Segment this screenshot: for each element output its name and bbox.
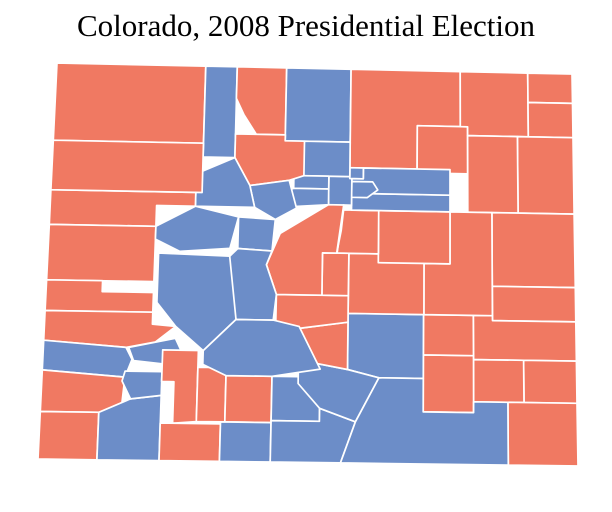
county-prowers [522,359,578,405]
county-las-animas [339,376,510,466]
county-montezuma [37,410,100,461]
county-phillips [527,101,574,139]
county-teller [321,252,350,297]
county-kiowa [472,314,578,362]
county-sedgwick [526,72,574,105]
county-rio-grande [223,374,273,424]
county-elbert [377,209,451,265]
county-san-juan [121,370,163,400]
county-conejos [218,421,272,463]
map-title: Colorado, 2008 Presidential Election [76,8,536,43]
county-rio-blanco [50,139,205,194]
county-baca [507,401,579,467]
county-washington [466,134,519,214]
county-hinsdale [160,349,200,425]
county-yuma [516,135,575,215]
county-broomfield [348,166,365,180]
county-boulder [296,140,352,178]
county-morgan [416,124,469,175]
county-lake [236,216,277,252]
county-moffat [52,62,207,145]
county-saguache [201,318,322,378]
county-routt [202,65,239,159]
county-summit [249,179,298,221]
county-cheyenne [491,285,577,323]
county-mesa [45,223,157,283]
county-kit-carson [491,211,577,289]
county-delta [44,278,155,314]
county-larimer [284,67,352,143]
county-douglas [335,209,380,255]
county-otero [422,354,475,414]
county-crowley [422,313,475,357]
county-pueblo [346,312,425,380]
county-archuleta [158,422,222,463]
county-pitkin [154,205,240,253]
county-jackson [235,65,288,136]
county-mineral [195,366,228,423]
county-chaffee [228,247,278,321]
county-logan [459,70,530,138]
county-san-miguel [41,339,133,378]
county-bent [472,358,525,404]
